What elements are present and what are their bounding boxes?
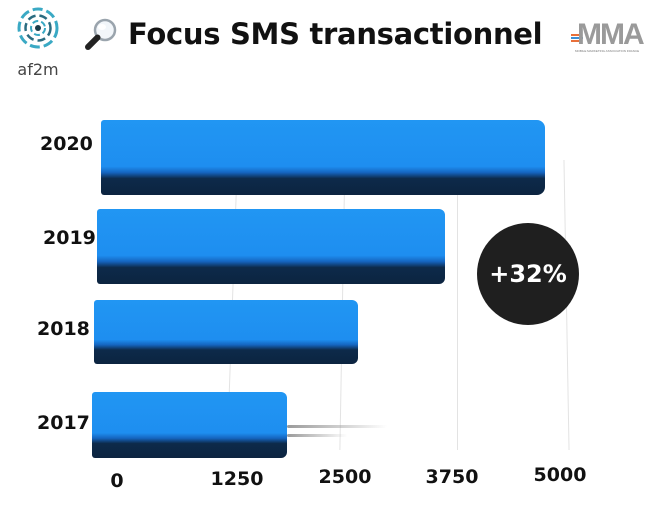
af2m-logo: af2m bbox=[8, 6, 68, 86]
af2m-signal-icon bbox=[17, 7, 59, 49]
magnifying-glass-icon bbox=[85, 18, 117, 50]
year-label-2017: 2017 bbox=[37, 412, 90, 434]
mma-logo: MMA MOBILE MARKETING ASSOCIATION FRANCE bbox=[571, 18, 649, 54]
bar-2017[interactable] bbox=[92, 392, 287, 458]
x-tick-1250: 1250 bbox=[210, 468, 264, 490]
mma-stripes-icon bbox=[571, 34, 583, 43]
bar-2017-shadow-2 bbox=[287, 434, 347, 437]
x-tick-5000: 5000 bbox=[533, 464, 587, 486]
page-title: Focus SMS transactionnel bbox=[84, 17, 543, 51]
year-label-2019: 2019 bbox=[43, 227, 96, 249]
x-tick-3750: 3750 bbox=[425, 466, 479, 488]
mma-logo-subtext: MOBILE MARKETING ASSOCIATION FRANCE bbox=[575, 49, 640, 53]
bar-2019[interactable] bbox=[97, 209, 445, 284]
year-label-2020: 2020 bbox=[40, 133, 93, 155]
bar-2017-shadow bbox=[287, 425, 387, 428]
growth-badge: +32% bbox=[477, 223, 579, 325]
mma-logo-text: MMA bbox=[577, 18, 645, 51]
x-tick-2500: 2500 bbox=[318, 466, 372, 488]
year-label-2018: 2018 bbox=[37, 318, 90, 340]
grid-line-3750 bbox=[457, 150, 458, 450]
x-tick-0: 0 bbox=[110, 470, 124, 492]
bar-2020[interactable] bbox=[101, 120, 545, 195]
bar-2018[interactable] bbox=[94, 300, 358, 364]
title-text: Focus SMS transactionnel bbox=[128, 17, 543, 51]
af2m-logo-text: af2m bbox=[17, 60, 59, 79]
growth-badge-label: +32% bbox=[489, 260, 567, 288]
